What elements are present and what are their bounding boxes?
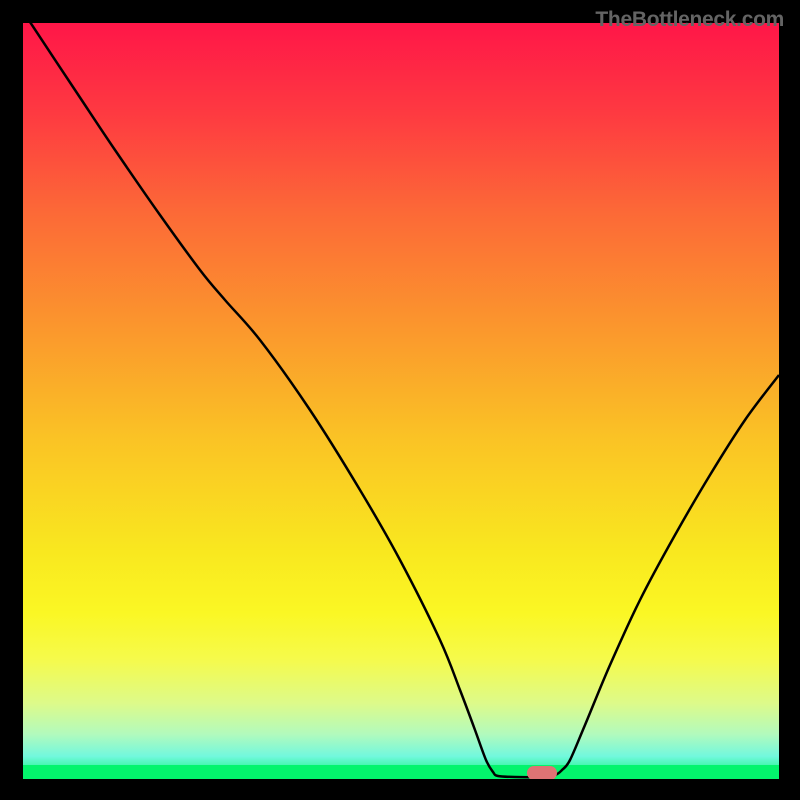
green-band [23,765,779,779]
watermark: TheBottleneck.com [595,8,784,32]
optimal-marker [527,766,557,780]
gradient-background [23,23,779,779]
bottleneck-chart: TheBottleneck.com [0,0,800,800]
chart-svg [0,0,800,800]
